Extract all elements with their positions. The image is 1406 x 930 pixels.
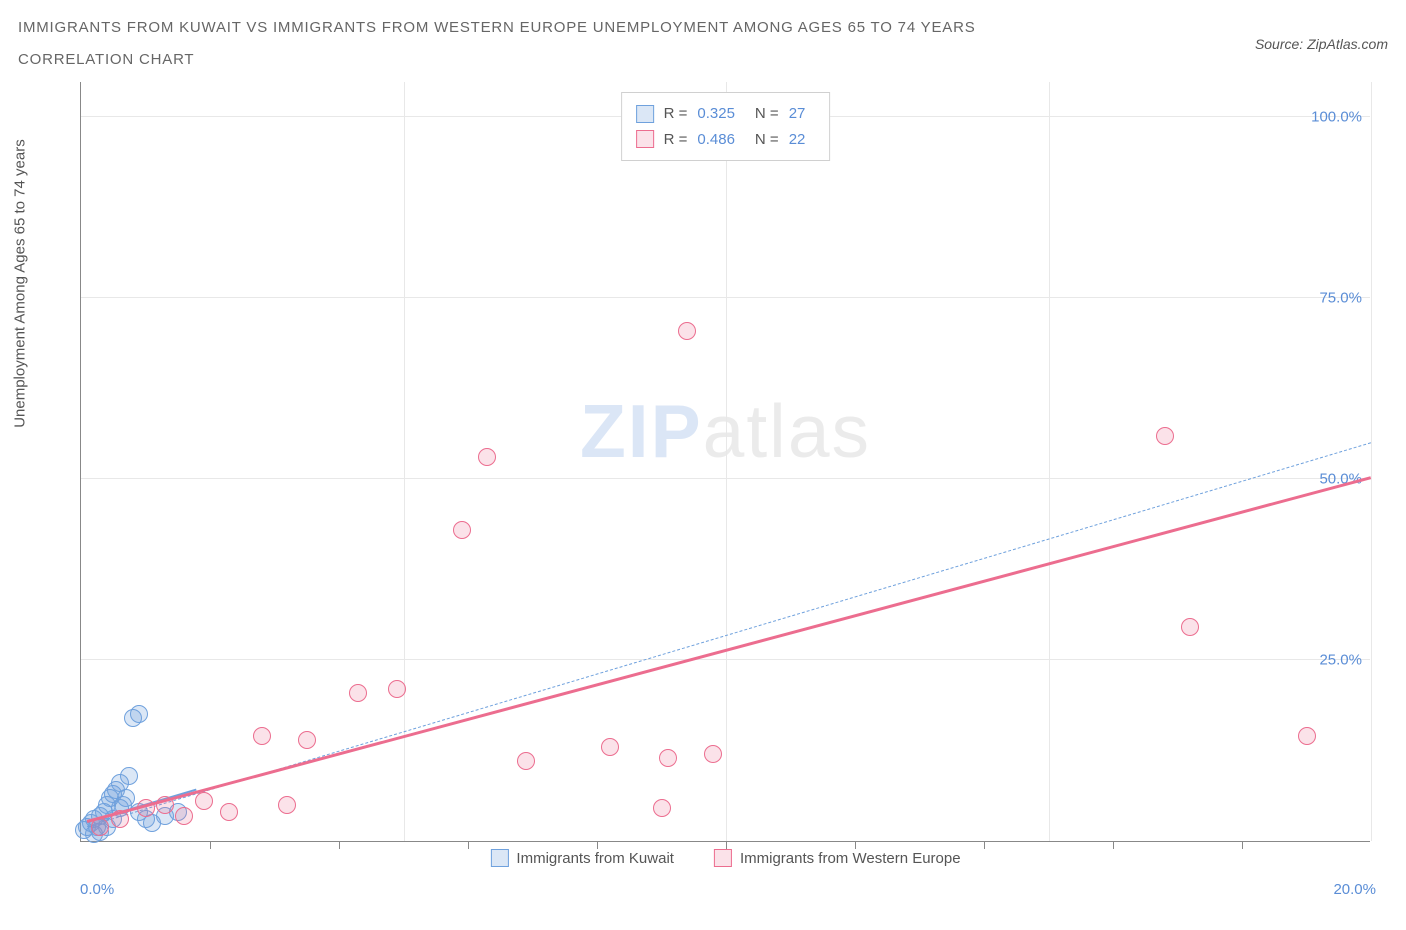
watermark-bold: ZIP [580, 389, 703, 473]
y-tick-label: 100.0% [1311, 109, 1362, 126]
x-tick [1242, 841, 1243, 849]
legend-stats-row-western_europe: R = 0.486 N = 22 [636, 127, 816, 153]
scatter-point-western_europe [601, 738, 619, 756]
legend-item-western_europe: Immigrants from Western Europe [714, 849, 961, 867]
scatter-point-kuwait [117, 789, 135, 807]
x-tick [468, 841, 469, 849]
legend-swatch-western_europe [714, 849, 732, 867]
x-tick [1113, 841, 1114, 849]
correlation-legend: R = 0.325 N = 27 R = 0.486 N = 22 [621, 92, 831, 161]
gridline-vertical [726, 82, 727, 841]
x-tick [597, 841, 598, 849]
scatter-point-western_europe [220, 803, 238, 821]
r-value: 0.325 [697, 101, 735, 127]
title-line-2: CORRELATION CHART [18, 44, 976, 76]
scatter-point-western_europe [278, 796, 296, 814]
x-axis-origin-label: 0.0% [80, 881, 114, 898]
x-tick [210, 841, 211, 849]
scatter-point-western_europe [388, 680, 406, 698]
r-label: R = [664, 127, 688, 153]
r-value: 0.486 [697, 127, 735, 153]
n-label: N = [755, 101, 779, 127]
series-legend: Immigrants from Kuwait Immigrants from We… [490, 849, 960, 867]
x-tick [339, 841, 340, 849]
chart-title: IMMIGRANTS FROM KUWAIT VS IMMIGRANTS FRO… [18, 12, 976, 75]
trend-line [87, 476, 1371, 823]
legend-swatch-kuwait [490, 849, 508, 867]
n-value: 22 [789, 127, 806, 153]
source-prefix: Source: [1255, 36, 1307, 52]
legend-label-western_europe: Immigrants from Western Europe [740, 850, 961, 867]
source-name: ZipAtlas.com [1307, 36, 1388, 52]
scatter-point-western_europe [349, 684, 367, 702]
y-axis-title: Unemployment Among Ages 65 to 74 years [12, 139, 29, 428]
scatter-point-western_europe [478, 448, 496, 466]
scatter-point-western_europe [453, 521, 471, 539]
gridline-vertical [1049, 82, 1050, 841]
gridline-vertical [1371, 82, 1372, 841]
x-tick [726, 841, 727, 849]
legend-label-kuwait: Immigrants from Kuwait [516, 850, 674, 867]
n-value: 27 [789, 101, 806, 127]
scatter-point-western_europe [653, 799, 671, 817]
x-tick [984, 841, 985, 849]
scatter-point-western_europe [175, 807, 193, 825]
scatter-point-western_europe [704, 745, 722, 763]
scatter-point-western_europe [195, 792, 213, 810]
chart-header: IMMIGRANTS FROM KUWAIT VS IMMIGRANTS FRO… [0, 0, 1406, 80]
scatter-point-western_europe [298, 731, 316, 749]
y-tick-label: 75.0% [1319, 290, 1362, 307]
scatter-point-western_europe [1181, 618, 1199, 636]
chart-area: Unemployment Among Ages 65 to 74 years Z… [60, 82, 1390, 872]
y-tick-label: 25.0% [1319, 652, 1362, 669]
source-attribution: Source: ZipAtlas.com [1255, 36, 1388, 52]
scatter-point-kuwait [130, 705, 148, 723]
r-label: R = [664, 101, 688, 127]
scatter-point-western_europe [678, 322, 696, 340]
scatter-point-western_europe [517, 752, 535, 770]
plot-region: ZIPatlas R = 0.325N = 27R = 0.486N = 22 … [80, 82, 1370, 842]
x-tick [855, 841, 856, 849]
scatter-point-western_europe [1298, 727, 1316, 745]
legend-stats-row-kuwait: R = 0.325 N = 27 [636, 101, 816, 127]
scatter-point-western_europe [659, 749, 677, 767]
x-axis-max-label: 20.0% [1333, 881, 1376, 898]
n-label: N = [755, 127, 779, 153]
scatter-point-western_europe [253, 727, 271, 745]
watermark-rest: atlas [703, 389, 871, 473]
legend-item-kuwait: Immigrants from Kuwait [490, 849, 674, 867]
scatter-point-western_europe [1156, 427, 1174, 445]
legend-swatch-western_europe [636, 130, 654, 148]
title-line-1: IMMIGRANTS FROM KUWAIT VS IMMIGRANTS FRO… [18, 12, 976, 44]
gridline-vertical [404, 82, 405, 841]
legend-swatch-kuwait [636, 105, 654, 123]
scatter-point-kuwait [120, 767, 138, 785]
